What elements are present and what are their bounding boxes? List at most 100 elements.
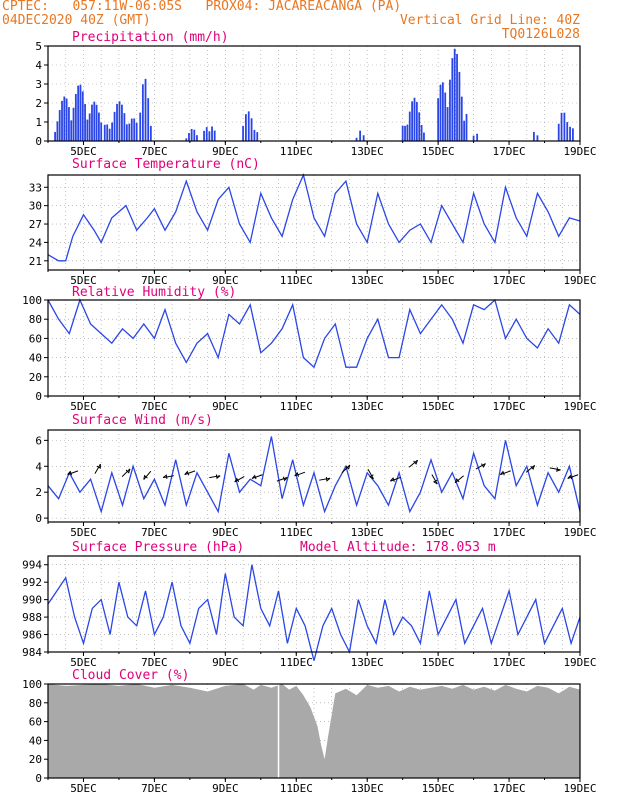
precip-bar	[413, 97, 416, 141]
panel-frame-3	[47, 429, 581, 523]
precip-bar	[250, 118, 253, 141]
precip-bar	[404, 125, 406, 141]
header-grid-info: Vertical Grid Line: 40Z	[399, 13, 580, 28]
precip-bar	[88, 113, 91, 141]
precip-bar	[362, 135, 365, 141]
ytick-label: 21	[29, 255, 42, 268]
xtick-label: 9DEC	[212, 526, 239, 539]
wind-arrow	[251, 474, 263, 479]
precip-bar	[566, 122, 569, 141]
wind-arrow-head	[215, 474, 221, 480]
precip-bar	[245, 114, 247, 141]
ytick-label: 40	[29, 734, 42, 747]
precip-bar	[144, 78, 147, 141]
precip-bar	[91, 104, 93, 141]
wind-arrow	[431, 474, 438, 485]
precip-bar	[355, 137, 358, 141]
panel-frame-2	[47, 299, 581, 397]
xtick-label: 17DEC	[493, 145, 526, 158]
ytick-label: 990	[22, 594, 42, 607]
wind-arrow	[184, 470, 196, 476]
wind-arrow-head	[567, 474, 573, 480]
precip-bar	[74, 93, 77, 141]
wind-arrow	[121, 468, 131, 478]
precip-bar	[449, 79, 451, 141]
series-line-3	[47, 436, 581, 514]
panel-title-2: Relative Humidity (%)	[72, 285, 236, 300]
series-line-2	[47, 298, 581, 369]
precip-bar	[423, 132, 425, 141]
precip-bar	[125, 124, 128, 141]
ytick-label: 33	[29, 181, 42, 194]
xtick-label: 17DEC	[493, 274, 526, 287]
precip-bar	[118, 101, 121, 141]
precip-bar	[84, 104, 86, 141]
xtick-label: 5DEC	[70, 400, 97, 413]
wind-arrow	[319, 477, 331, 481]
precip-bar	[451, 58, 454, 142]
xtick-label: 9DEC	[212, 274, 239, 287]
precip-bar	[147, 98, 150, 141]
wind-arrow-head	[294, 471, 300, 477]
panel-title-0: Precipitation (mm/h)	[72, 30, 229, 45]
precip-bar	[359, 130, 362, 141]
precip-bar	[208, 131, 211, 141]
wind-arrow	[525, 464, 535, 473]
xtick-label: 19DEC	[563, 526, 596, 539]
precip-bar	[460, 96, 463, 141]
wind-arrow-head	[67, 470, 73, 476]
header-line1: CPTEC: 057:11W-06:05S PROX04: JACAREACAN…	[2, 0, 402, 14]
wind-arrow-head	[390, 477, 395, 482]
precip-bar	[557, 123, 560, 141]
precip-bar	[439, 84, 442, 141]
precip-bar	[111, 122, 114, 141]
wind-arrow-head	[325, 476, 331, 482]
xtick-label: 13DEC	[351, 274, 384, 287]
precip-bar	[121, 104, 123, 141]
xtick-label: 9DEC	[212, 145, 239, 158]
wind-arrow-head	[345, 464, 351, 470]
panel-annotation-4: Model Altitude: 178.053 m	[300, 540, 496, 555]
precip-bar	[93, 101, 96, 141]
wind-arrow	[549, 467, 561, 471]
ytick-label: 984	[22, 646, 42, 659]
wind-arrow	[294, 471, 306, 477]
wind-arrow-head	[143, 474, 148, 480]
ytick-label: 988	[22, 611, 42, 624]
precip-bar	[213, 130, 216, 141]
wind-arrow	[367, 469, 374, 480]
precip-bar	[463, 120, 466, 141]
wind-arrow-head	[251, 474, 257, 480]
precip-bar	[128, 123, 131, 141]
precip-bar	[532, 131, 535, 141]
ytick-label: 0	[35, 512, 42, 525]
ytick-label: 0	[35, 772, 42, 785]
xtick-label: 7DEC	[141, 526, 168, 539]
precip-bar	[411, 101, 414, 141]
wind-arrow-head	[413, 459, 418, 465]
wind-arrow-head	[530, 465, 536, 471]
ytick-label: 2	[35, 486, 42, 499]
panel-title-1: Surface Temperature (nC)	[72, 157, 260, 172]
precip-bar	[95, 104, 98, 141]
precip-bar	[135, 122, 138, 141]
ytick-label: 2	[35, 97, 42, 110]
precip-bar	[441, 82, 444, 141]
precip-bar	[86, 119, 89, 141]
precip-bar	[408, 111, 411, 141]
panel-title-3: Surface Wind (m/s)	[72, 413, 213, 428]
wind-arrow	[143, 470, 152, 480]
ytick-label: 30	[29, 200, 42, 213]
ytick-label: 20	[29, 753, 42, 766]
xtick-label: 15DEC	[422, 782, 455, 795]
precip-bar	[54, 131, 56, 141]
precip-bar	[79, 84, 82, 141]
precip-bar	[196, 135, 198, 141]
precip-bar	[116, 104, 118, 141]
ytick-label: 0	[35, 135, 42, 148]
precip-bar	[106, 124, 109, 141]
precip-bar	[205, 127, 208, 141]
precip-bar	[458, 71, 461, 141]
wind-arrow-head	[282, 476, 288, 482]
xtick-label: 13DEC	[351, 400, 384, 413]
